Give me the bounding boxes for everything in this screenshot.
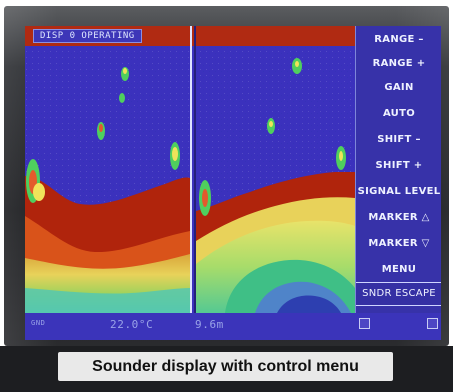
fish-echoes-left [26,67,180,203]
menu-menu[interactable]: MENU [381,264,417,275]
menu-auto[interactable]: AUTO [382,108,416,119]
fish-echoes-right [199,58,346,216]
figure-caption: Sounder display with control menu [58,352,393,381]
menu-marker-down[interactable]: MARKER ▽ [368,238,430,249]
right-corner-icon[interactable] [427,318,438,329]
bottom-left-label: GND [31,319,46,327]
menu-shift-minus[interactable]: SHIFT – [377,134,421,145]
left-corner-icon[interactable] [359,318,370,329]
menu-signal-level[interactable]: SIGNAL LEVEL [357,186,441,197]
temperature-readout: 22.0°C [110,318,154,331]
menu-shift-plus[interactable]: SHIFT + [375,160,423,171]
depth-readout: 9.6m [195,318,224,331]
status-label: DISP 0 OPERATING [33,29,142,43]
sounder-screen: DISP 0 OPERATING RANGE – RANGE + GAIN AU… [25,26,441,340]
menu-range-plus[interactable]: RANGE + [372,58,426,69]
menu-sndr-escape[interactable]: SNDR ESCAPE [356,282,441,306]
echogram-display: DISP 0 OPERATING [25,26,355,313]
split-divider [190,26,192,313]
split-divider-shadow [194,26,196,313]
readout-bar: GND 22.0°C 9.6m [25,313,441,340]
menu-gain[interactable]: GAIN [384,82,414,93]
control-menu: RANGE – RANGE + GAIN AUTO SHIFT – SHIFT … [355,26,441,313]
menu-marker-up[interactable]: MARKER △ [368,212,430,223]
menu-range-minus[interactable]: RANGE – [374,34,424,45]
